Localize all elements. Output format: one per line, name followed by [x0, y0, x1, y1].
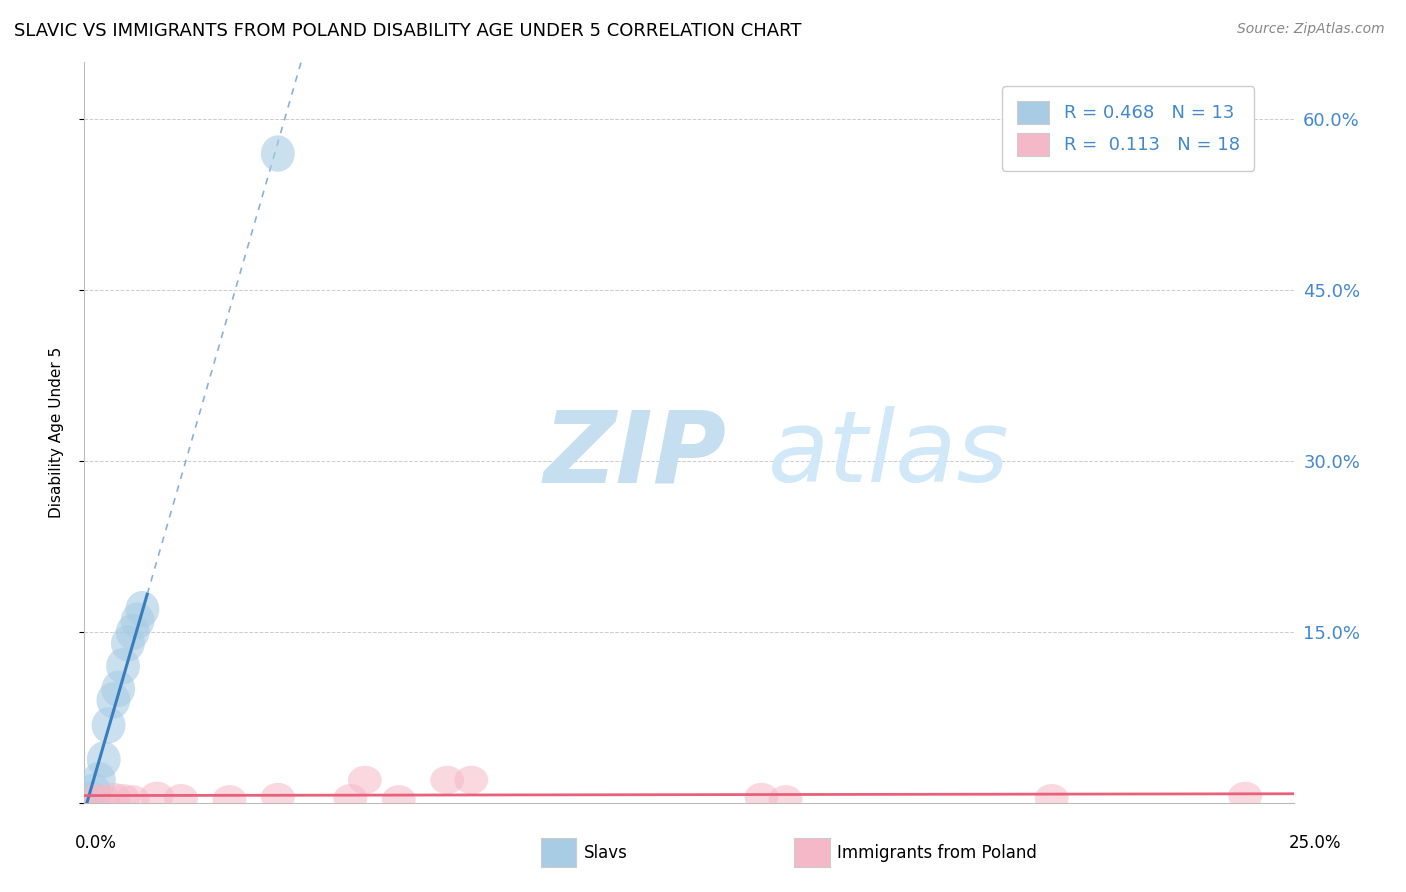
Ellipse shape: [97, 783, 131, 812]
Ellipse shape: [430, 765, 464, 794]
Y-axis label: Disability Age Under 5: Disability Age Under 5: [49, 347, 63, 518]
Text: ZIP: ZIP: [544, 407, 727, 503]
Text: atlas: atlas: [768, 407, 1010, 503]
Ellipse shape: [111, 625, 145, 662]
Ellipse shape: [87, 785, 121, 814]
Ellipse shape: [745, 783, 779, 812]
Legend: R = 0.468   N = 13, R =  0.113   N = 18: R = 0.468 N = 13, R = 0.113 N = 18: [1002, 87, 1254, 170]
Ellipse shape: [454, 765, 488, 794]
Ellipse shape: [121, 602, 155, 639]
Ellipse shape: [347, 765, 382, 794]
Ellipse shape: [115, 785, 149, 814]
Ellipse shape: [212, 785, 246, 814]
Ellipse shape: [87, 741, 121, 778]
Ellipse shape: [82, 762, 115, 798]
Ellipse shape: [262, 136, 295, 172]
Ellipse shape: [105, 648, 141, 684]
Text: SLAVIC VS IMMIGRANTS FROM POLAND DISABILITY AGE UNDER 5 CORRELATION CHART: SLAVIC VS IMMIGRANTS FROM POLAND DISABIL…: [14, 22, 801, 40]
Text: 25.0%: 25.0%: [1288, 834, 1341, 852]
Ellipse shape: [97, 682, 131, 719]
Ellipse shape: [382, 785, 416, 814]
Ellipse shape: [91, 707, 125, 744]
Ellipse shape: [77, 784, 111, 813]
Ellipse shape: [141, 781, 174, 810]
Ellipse shape: [125, 591, 159, 627]
Text: Immigrants from Poland: Immigrants from Poland: [837, 844, 1036, 862]
Ellipse shape: [333, 784, 367, 813]
Text: Source: ZipAtlas.com: Source: ZipAtlas.com: [1237, 22, 1385, 37]
Ellipse shape: [101, 671, 135, 707]
Ellipse shape: [105, 784, 141, 813]
Ellipse shape: [75, 781, 108, 818]
Ellipse shape: [1035, 784, 1069, 813]
Ellipse shape: [769, 785, 803, 814]
Ellipse shape: [262, 783, 295, 812]
Ellipse shape: [115, 614, 149, 650]
Ellipse shape: [1229, 781, 1263, 810]
Text: 0.0%: 0.0%: [75, 834, 117, 852]
Ellipse shape: [77, 773, 111, 810]
Text: Slavs: Slavs: [583, 844, 627, 862]
Ellipse shape: [165, 784, 198, 813]
